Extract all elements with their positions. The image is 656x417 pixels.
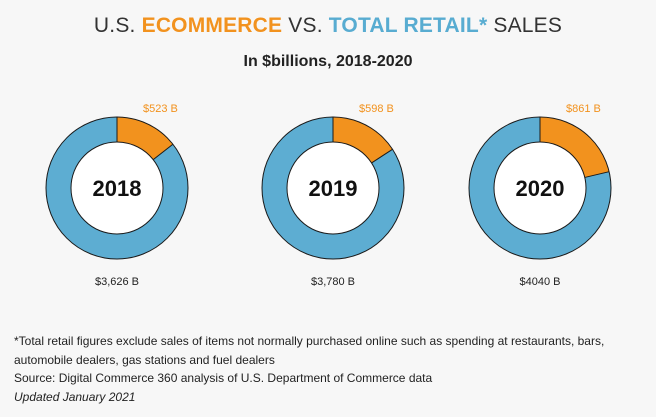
- ecommerce-slice-2018: [117, 117, 173, 160]
- retail-label-2020: $4040 B: [520, 276, 561, 288]
- retail-label-2018: $3,626 B: [95, 276, 139, 288]
- donut-2019: 2019 $598 B $3,780 B: [261, 103, 405, 288]
- title-vs: VS.: [282, 14, 329, 37]
- year-label-2019: 2019: [309, 176, 358, 201]
- slice-divider-end-2019: [371, 148, 393, 164]
- slice-divider-end-2020: [584, 171, 610, 178]
- source-text: Source: Digital Commerce 360 analysis of…: [14, 371, 433, 385]
- ecommerce-label-2020: $861 B: [566, 103, 601, 115]
- retail-label-2019: $3,780 B: [311, 276, 355, 288]
- ecommerce-label-2019: $598 B: [359, 103, 394, 115]
- ecommerce-slice-2020: [540, 117, 610, 178]
- title-total-retail: TOTAL RETAIL*: [328, 14, 488, 37]
- year-label-2018: 2018: [93, 176, 142, 201]
- title-ecommerce: ECOMMERCE: [141, 14, 283, 37]
- ecommerce-slice-2019: [333, 117, 393, 163]
- donut-2020: 2020 $861 B $4040 B: [468, 103, 612, 288]
- slice-divider-end-2018: [152, 143, 174, 161]
- title-prefix: U.S.: [93, 14, 142, 37]
- ecommerce-label-2018: $523 B: [143, 103, 178, 115]
- updated-text: Updated January 2021: [14, 389, 136, 404]
- year-label-2020: 2020: [516, 176, 565, 201]
- title-suffix: SALES: [487, 14, 563, 37]
- chart-title: U.S. ECOMMERCE VS. TOTAL RETAIL* SALES: [0, 14, 656, 38]
- footnotes: *Total retail figures exclude sales of i…: [14, 332, 644, 406]
- footnote-text: *Total retail figures exclude sales of i…: [14, 334, 605, 367]
- chart-subtitle: In $billions, 2018-2020: [243, 53, 413, 70]
- donut-2018: 2018 $523 B $3,626 B: [45, 103, 189, 288]
